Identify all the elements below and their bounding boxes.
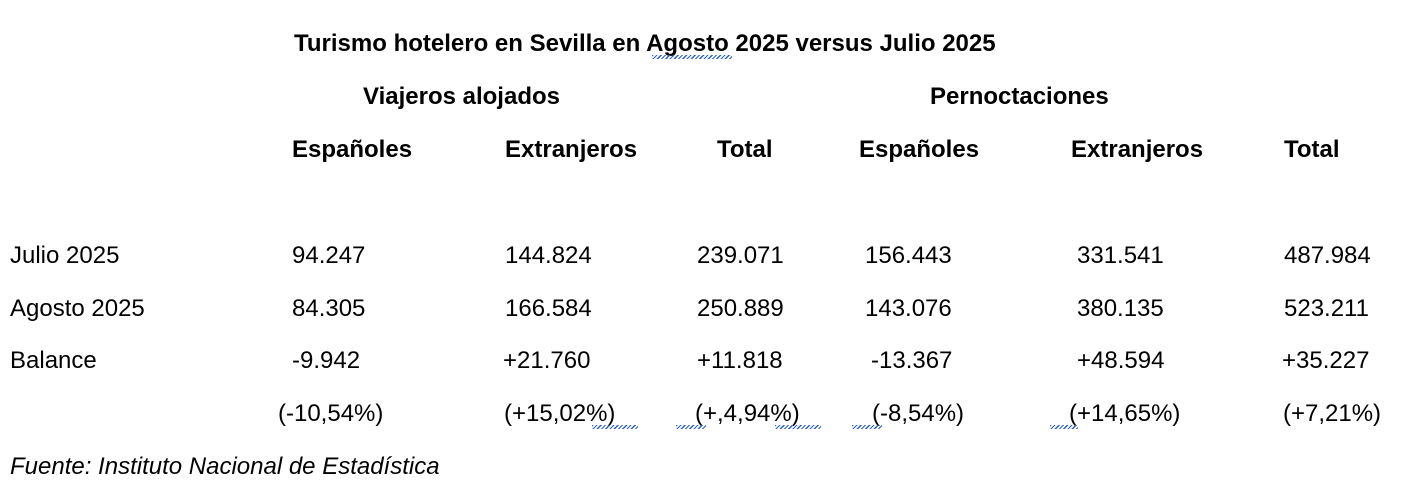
row-label: Agosto 2025: [10, 295, 145, 322]
spellcheck-underline: [852, 425, 882, 429]
table-cell: (-10,54%): [278, 400, 384, 427]
table-cell: 84.305: [292, 295, 366, 322]
spellcheck-underline: [775, 425, 821, 429]
table-cell: 144.824: [505, 242, 592, 269]
table-cell: 523.211: [1284, 295, 1369, 322]
table-cell: +35.227: [1282, 347, 1370, 374]
table-cell: 143.076: [865, 295, 952, 322]
table-cell: 156.443: [865, 242, 952, 269]
table-cell: 487.984: [1284, 242, 1371, 269]
spellcheck-underline: [592, 425, 638, 429]
column-header-viajeros-extranjeros: Extranjeros: [505, 136, 638, 163]
table-cell: (+14,65%): [1069, 400, 1181, 427]
column-header-pernoctaciones-extranjeros: Extranjeros: [1071, 136, 1204, 163]
column-header-viajeros-total: Total: [717, 136, 773, 163]
group-header-pernoctaciones: Pernoctaciones: [930, 83, 1109, 110]
table-cell: (+7,21%): [1283, 400, 1382, 427]
spellcheck-underline: [1050, 425, 1078, 429]
table-cell: +11.818: [697, 347, 783, 374]
table-cell: -13.367: [871, 347, 953, 374]
table-cell: (+,4,94%): [695, 400, 800, 427]
table-cell: (+15,02%): [504, 400, 616, 427]
table-cell: +48.594: [1077, 347, 1165, 374]
table-cell: 94.247: [292, 242, 366, 269]
table-cell: -9.942: [292, 347, 361, 374]
table-cell: 380.135: [1077, 295, 1164, 322]
spellcheck-underline: [652, 55, 732, 59]
table-cell: 250.889: [697, 295, 784, 322]
spellcheck-underline: [676, 425, 706, 429]
column-header-pernoctaciones-total: Total: [1284, 136, 1340, 163]
table-cell: 331.541: [1077, 242, 1164, 269]
row-label: Julio 2025: [10, 242, 120, 269]
table-cell: +21.760: [503, 347, 591, 374]
table-cell: 166.584: [505, 295, 592, 322]
column-header-pernoctaciones-espanoles: Españoles: [859, 136, 980, 163]
column-header-viajeros-espanoles: Españoles: [292, 136, 413, 163]
group-header-viajeros: Viajeros alojados: [363, 83, 560, 110]
table-cell: 239.071: [697, 242, 784, 269]
source-note: Fuente: Instituto Nacional de Estadístic…: [10, 453, 440, 480]
document-title: Turismo hotelero en Sevilla en Agosto 20…: [294, 30, 996, 57]
table-cell: (-8,54%): [872, 400, 965, 427]
row-label: Balance: [10, 347, 97, 374]
